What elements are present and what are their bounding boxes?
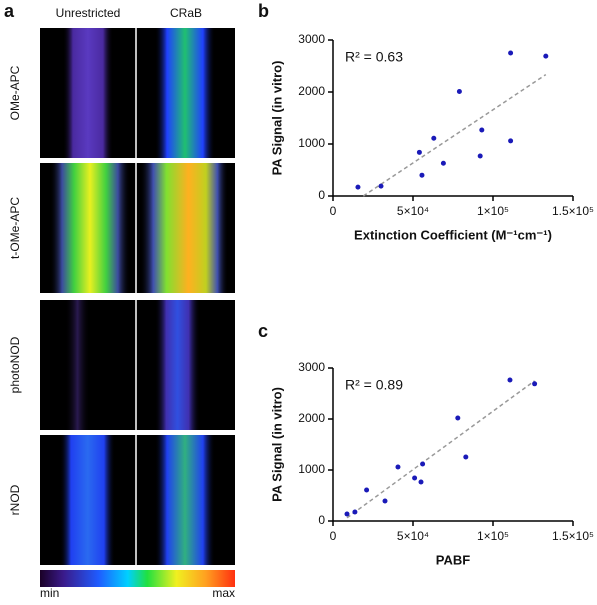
- point: [479, 127, 485, 133]
- row-label: photoNOD: [8, 336, 22, 393]
- point: [431, 135, 437, 141]
- point: [543, 53, 549, 59]
- y-tick-label: 1000: [298, 136, 325, 150]
- column-label: Unrestricted: [56, 6, 121, 20]
- point: [352, 509, 358, 515]
- image: [155, 300, 200, 430]
- image: [50, 163, 130, 293]
- point: [419, 172, 425, 178]
- colorbar-min: min: [40, 586, 59, 600]
- image: [63, 28, 113, 158]
- y-tick-label: 1000: [298, 462, 325, 476]
- point: [507, 377, 513, 383]
- image: [140, 163, 228, 293]
- image: [60, 435, 115, 565]
- image: [65, 300, 90, 430]
- point: [355, 184, 361, 190]
- x-axis-label: Extinction Coefficient (M⁻¹cm⁻¹): [354, 227, 552, 242]
- x-tick-label: 1.5×10⁵: [552, 204, 594, 218]
- point: [344, 511, 350, 517]
- x-tick-label: 0: [330, 204, 337, 218]
- x-axis-label: PABF: [436, 552, 470, 567]
- point: [455, 415, 461, 421]
- point: [395, 464, 401, 470]
- point: [416, 149, 422, 155]
- x-tick-label: 5×10⁴: [397, 529, 429, 543]
- image: [155, 435, 215, 565]
- y-tick-label: 2000: [298, 411, 325, 425]
- y-tick-label: 0: [318, 513, 325, 527]
- point: [477, 153, 483, 159]
- point: [508, 138, 514, 144]
- row-label: t-OMe-APC: [8, 197, 22, 259]
- y-tick-label: 3000: [298, 32, 325, 46]
- annotation: R² = 0.89: [345, 377, 403, 393]
- column-label: CRaB: [170, 6, 202, 20]
- x-tick-label: 0: [330, 529, 337, 543]
- x-tick-label: 5×10⁴: [397, 204, 429, 218]
- y-tick-label: 2000: [298, 84, 325, 98]
- colorbar-max: max: [212, 586, 235, 600]
- colorbar: [40, 570, 235, 587]
- y-tick-label: 0: [318, 188, 325, 202]
- point: [532, 381, 538, 387]
- point: [378, 183, 384, 189]
- panel-label: c: [258, 321, 268, 341]
- trend-line: [362, 73, 547, 197]
- x-tick-label: 1×10⁵: [477, 204, 509, 218]
- point: [382, 498, 388, 504]
- panel-label: b: [258, 1, 269, 21]
- image: [155, 28, 215, 158]
- row-label: OMe-APC: [8, 65, 22, 120]
- y-tick-label: 3000: [298, 360, 325, 374]
- x-tick-label: 1.5×10⁵: [552, 529, 594, 543]
- point: [412, 475, 418, 481]
- y-axis-label: PA Signal (in vitro): [269, 387, 284, 502]
- trend-line: [346, 380, 536, 519]
- row-label: rNOD: [8, 484, 22, 515]
- point: [418, 479, 424, 485]
- panel-label: a: [4, 1, 15, 21]
- point: [456, 88, 462, 94]
- annotation: R² = 0.63: [345, 49, 403, 65]
- point: [463, 454, 469, 460]
- x-tick-label: 1×10⁵: [477, 529, 509, 543]
- point: [508, 50, 514, 56]
- y-axis-label: PA Signal (in vitro): [269, 61, 284, 176]
- point: [420, 461, 426, 467]
- image-panel: Unrestricted CRaB OMe-APC t-OMe-APC phot…: [8, 6, 235, 600]
- point: [364, 487, 370, 493]
- point: [440, 160, 446, 166]
